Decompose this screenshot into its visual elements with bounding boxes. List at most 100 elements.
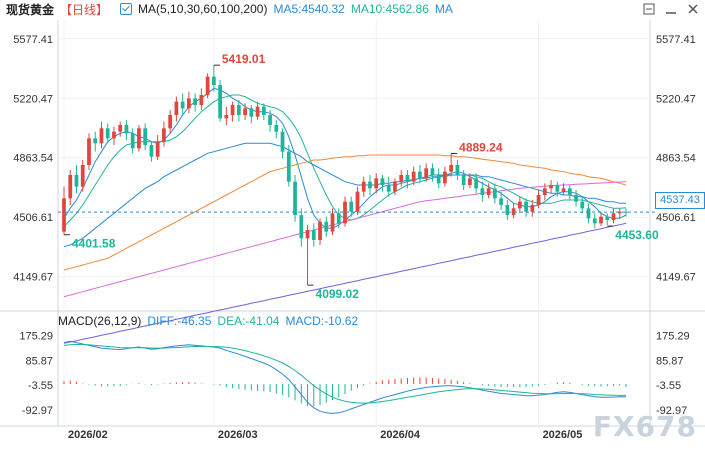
candle-body [561, 188, 566, 192]
candle-body [311, 230, 316, 240]
candle-body [386, 185, 391, 192]
current-price-tag: 4537.43 [655, 192, 705, 209]
minimize-icon[interactable] [665, 2, 677, 14]
candle-body [137, 128, 141, 149]
price-tick-right: 5577.41 [656, 34, 696, 46]
candle-body [517, 201, 522, 209]
annotation-label: 4099.02 [316, 287, 360, 301]
candle-body [162, 128, 166, 142]
candle-body [280, 131, 285, 152]
watermark-logo: FX678 [592, 410, 697, 443]
candle-body [299, 215, 304, 239]
candle-body [155, 141, 160, 157]
candle-body [505, 205, 510, 215]
candle-body [243, 108, 247, 115]
candle-body [455, 165, 460, 175]
candle-body [268, 115, 272, 125]
annotation-label: 4453.60 [615, 228, 659, 242]
time-tick: 2026/03 [218, 429, 258, 441]
price-tick-right: 4149.67 [656, 272, 696, 284]
macd-header: MACD(26,12,9) DIFF:-46.35 DEA:-41.04 MAC… [58, 314, 358, 328]
candle-body [405, 175, 410, 182]
instrument-title: 现货黄金 [6, 2, 55, 17]
candle-body [293, 181, 297, 215]
time-tick: 2026/05 [543, 429, 583, 441]
candle-body [286, 151, 291, 182]
price-tick-left: 4863.54 [13, 153, 53, 165]
ma-more-label: MA [434, 2, 453, 16]
candle-body [130, 133, 135, 149]
annotation-label: 5419.01 [222, 52, 266, 66]
candle-body [68, 175, 73, 199]
macd-diff: DIFF:-46.35 [147, 314, 212, 328]
candle-body [430, 168, 435, 175]
candle-body [274, 125, 279, 132]
candle-body [474, 178, 479, 189]
candle-body [599, 216, 603, 224]
toolbar-icons [643, 2, 699, 15]
macd-tick-right: 85.87 [656, 355, 684, 367]
ma-checkbox-icon[interactable] [120, 3, 133, 15]
candle-body [230, 105, 235, 115]
candle-body [449, 165, 454, 172]
settings-icon[interactable] [643, 2, 655, 15]
candle-body [393, 181, 397, 192]
candle-body [492, 188, 497, 199]
candle-body [411, 171, 416, 182]
candle-body [355, 191, 360, 212]
candle-body [574, 195, 578, 202]
candle-body [511, 208, 516, 215]
price-tick-right: 4506.61 [656, 212, 696, 224]
time-tick: 2026/04 [380, 429, 421, 441]
candle-body [624, 211, 628, 213]
chart-header: 现货黄金 【日线】 MA(5,10,30,60,100,200) MA5:454… [0, 0, 705, 18]
ma-settings-label[interactable]: MA(5,10,30,60,100,200) [138, 2, 268, 16]
macd-tick-left: 175.29 [19, 331, 53, 343]
macd-name: MACD(26,12,9) [58, 314, 142, 328]
candle-body [424, 168, 429, 179]
candle-body [324, 221, 329, 232]
macd-tick-right: 175.29 [656, 331, 690, 343]
candle-body [336, 213, 341, 224]
price-tick-left: 5220.47 [13, 93, 53, 105]
timeframe-label[interactable]: 【日线】 [60, 2, 109, 17]
candle-body [368, 181, 372, 189]
candle-body [187, 98, 191, 109]
candle-body [124, 125, 129, 134]
candle-body [536, 195, 541, 205]
candle-body [211, 76, 216, 85]
price-tick-left: 5577.41 [13, 34, 53, 46]
candle-body [93, 138, 98, 144]
candle-body [349, 201, 354, 212]
candle-body [580, 201, 585, 209]
candle-body [486, 188, 491, 195]
candle-body [399, 175, 404, 182]
macd-tick-left: 85.87 [25, 355, 53, 367]
candle-body [361, 181, 366, 192]
candle-body [261, 106, 266, 115]
price-tick-right: 5220.47 [656, 93, 696, 105]
candle-body [318, 221, 322, 240]
candle-body [87, 138, 91, 165]
candle-body [468, 178, 472, 185]
close-icon[interactable] [687, 2, 699, 14]
candle-body [524, 201, 528, 212]
candle-body [374, 178, 379, 189]
ma5-value: MA5:4540.32 [273, 2, 345, 16]
candle-body [74, 175, 79, 187]
candle-body [80, 165, 85, 187]
candle-body [180, 101, 185, 109]
candle-body [112, 131, 116, 139]
candle-body [174, 101, 179, 115]
candle-body [105, 128, 110, 139]
candle-body [249, 108, 254, 117]
candle-body [436, 175, 441, 184]
candle-body [149, 145, 154, 157]
ma10-value: MA10:4562.86 [350, 2, 429, 16]
price-tick-left: 4149.67 [13, 272, 53, 284]
candle-body [168, 115, 173, 129]
candle-body [480, 188, 485, 195]
candle-body [343, 201, 347, 224]
candle-body [99, 128, 104, 144]
candle-body [592, 218, 597, 224]
